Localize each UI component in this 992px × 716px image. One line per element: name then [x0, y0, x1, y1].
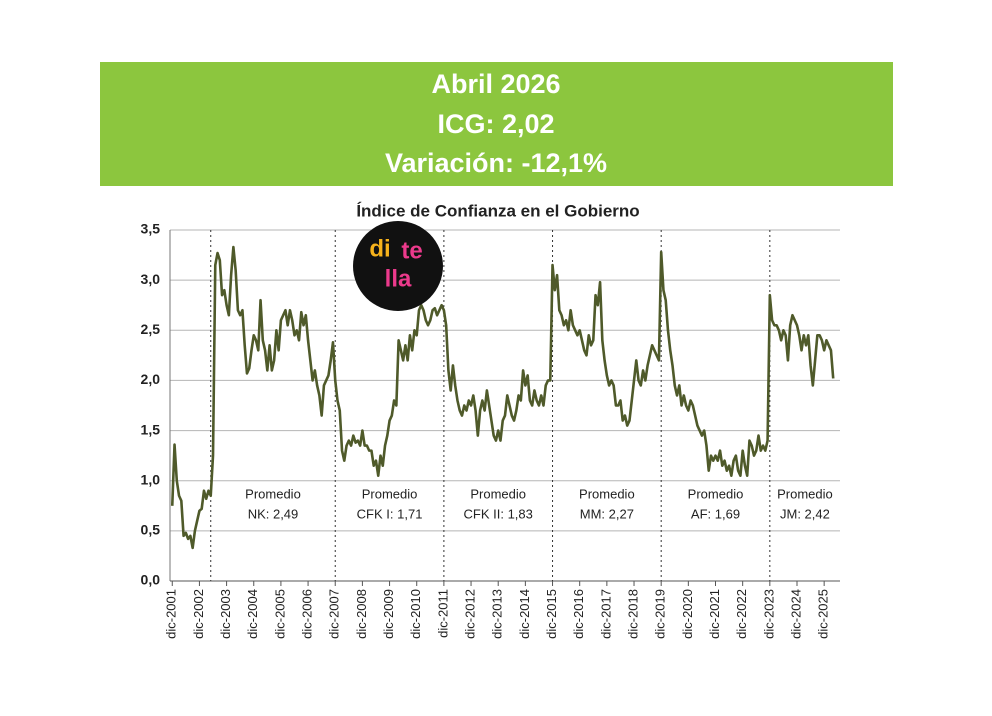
- x-tick-label: dic-2001: [164, 589, 179, 639]
- header-line: Variación: -12,1%: [385, 148, 607, 178]
- x-tick-label: dic-2014: [517, 589, 532, 639]
- x-tick-label: dic-2011: [435, 589, 450, 638]
- y-tick-label: 0,0: [141, 572, 161, 588]
- period-average: Promedio: [362, 486, 418, 501]
- x-tick-label: dic-2025: [816, 589, 831, 639]
- period-average: Promedio: [245, 486, 301, 501]
- y-tick-label: 1,5: [141, 421, 161, 437]
- x-tick-label: dic-2004: [245, 589, 260, 639]
- x-tick-label: dic-2015: [544, 589, 559, 639]
- y-tick-label: 3,0: [141, 271, 161, 287]
- x-tick-label: dic-2007: [327, 589, 342, 639]
- series-line: [170, 245, 835, 550]
- logo-circle: [353, 221, 443, 311]
- period-average: Promedio: [688, 486, 744, 501]
- x-tick-label: dic-2003: [218, 589, 233, 639]
- y-tick-label: 1,0: [141, 471, 161, 487]
- period-average: NK: 2,49: [248, 506, 299, 521]
- x-tick-label: dic-2023: [761, 589, 776, 639]
- period-average: CFK I: 1,71: [357, 506, 423, 521]
- x-tick-label: dic-2021: [707, 589, 722, 639]
- header-line: Abril 2026: [431, 69, 560, 99]
- x-tick-label: dic-2012: [462, 589, 477, 639]
- y-tick-label: 0,5: [141, 522, 161, 538]
- x-tick-label: dic-2016: [571, 589, 586, 639]
- logo-text: di: [369, 235, 390, 262]
- x-tick-label: dic-2006: [300, 589, 315, 639]
- plot: 0,0 0,5 1,0 1,5 2,0 2,5 3,0 3,5 dic-2001 dic-2002…: [141, 221, 840, 639]
- period-average: Promedio: [579, 486, 635, 501]
- x-tick-label: dic-2013: [490, 589, 505, 639]
- logo-text: te: [401, 237, 422, 264]
- y-tick-label: 2,5: [141, 321, 161, 337]
- logo-text: lla: [385, 265, 412, 292]
- x-tick-label: dic-2017: [598, 589, 613, 639]
- y-tick-label: 3,5: [141, 221, 161, 237]
- period-average: Promedio: [470, 486, 526, 501]
- x-tick-label: dic-2024: [788, 589, 803, 639]
- x-tick-label: dic-2019: [653, 589, 668, 639]
- x-tick-label: dic-2020: [680, 589, 695, 639]
- x-tick-label: dic-2022: [734, 589, 749, 639]
- period-average: AF: 1,69: [691, 506, 740, 521]
- x-tick-label: dic-2010: [408, 589, 423, 639]
- period-average: Promedio: [777, 486, 833, 501]
- x-tick-label: dic-2009: [381, 589, 396, 639]
- period-average: JM: 2,42: [780, 506, 830, 521]
- x-tick-label: dic-2002: [191, 589, 206, 639]
- period-average: MM: 2,27: [580, 506, 634, 521]
- x-tick-label: dic-2008: [354, 589, 369, 639]
- y-tick-label: 2,0: [141, 371, 161, 387]
- header-line: ICG: 2,02: [437, 109, 554, 139]
- header-banner: [100, 62, 893, 186]
- chart-title: Índice de Confianza en el Gobierno: [356, 201, 639, 220]
- x-tick-label: dic-2018: [625, 589, 640, 639]
- x-tick-label: dic-2005: [272, 589, 287, 639]
- period-average: CFK II: 1,83: [464, 506, 533, 521]
